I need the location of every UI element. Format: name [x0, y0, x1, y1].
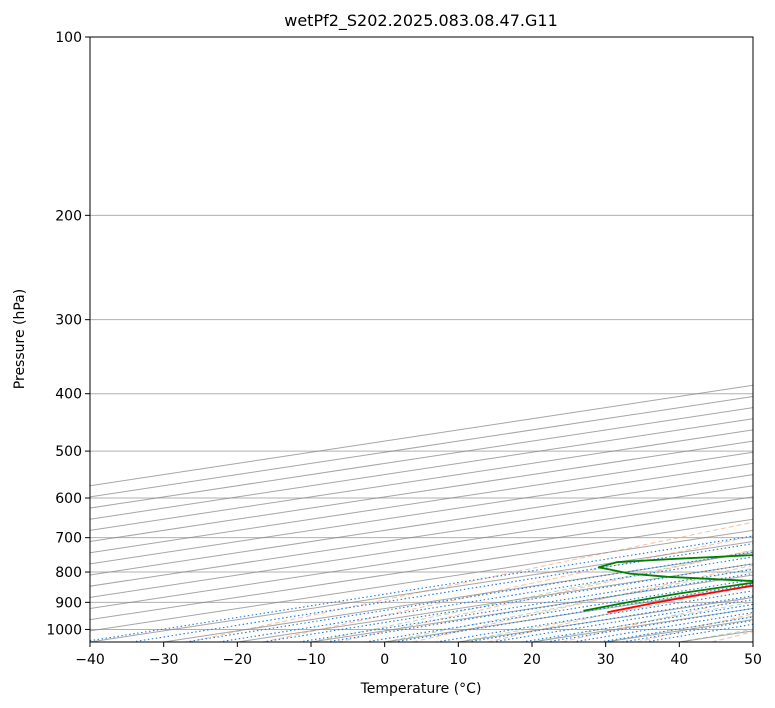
isotherm [679, 630, 753, 642]
mixing-ratio-line [326, 572, 753, 642]
y-tick-label: 900 [55, 595, 82, 611]
mixing-ratio-line [299, 568, 753, 642]
x-tick-label: 40 [670, 652, 688, 668]
x-tick-label: 30 [597, 652, 615, 668]
isotherm [90, 462, 753, 565]
isotherm [90, 474, 753, 576]
moist-adiabat [310, 549, 753, 642]
moist-adiabat [384, 567, 753, 642]
profile-curves [583, 554, 753, 614]
x-tick-label: −30 [149, 652, 179, 668]
x-tick-label: −10 [296, 652, 326, 668]
isotherm [90, 507, 753, 610]
mixing-ratio-line [262, 563, 753, 642]
x-tick-label: 20 [523, 652, 541, 668]
isotherm [90, 451, 753, 554]
background-grid [90, 37, 753, 642]
dry-adiabat [562, 596, 753, 642]
y-axis-ticks: 100 200 300 400 500 600 700 800 900 1000 [46, 30, 90, 638]
x-axis-ticks: −40 −30 −20 −10 0 10 20 30 40 50 [75, 642, 762, 668]
moist-adiabat [458, 585, 753, 642]
chart-title: wetPf2_S202.2025.083.08.47.G11 [284, 11, 558, 31]
y-tick-label: 400 [55, 387, 82, 403]
y-tick-label: 600 [55, 491, 82, 507]
plot-frame [89, 36, 754, 643]
x-tick-label: 0 [380, 652, 389, 668]
isotherm [752, 641, 753, 642]
y-tick-label: 1000 [46, 622, 82, 638]
mixing-ratio-line [131, 543, 753, 642]
dry-adiabat [711, 631, 753, 642]
mixing-ratio-line [645, 623, 753, 642]
y-tick-label: 200 [55, 208, 82, 224]
x-tick-label: −40 [75, 652, 105, 668]
dry-adiabat [487, 580, 753, 642]
mixing-ratio-line [467, 595, 753, 642]
mixing-ratio-line [218, 556, 753, 642]
mixing-ratio-line [90, 535, 753, 642]
isotherm [90, 518, 753, 621]
mixing-ratio-line [572, 612, 753, 642]
isotherm [90, 529, 753, 632]
isotherm [90, 440, 753, 543]
x-tick-label: 10 [449, 652, 467, 668]
y-tick-label: 300 [55, 313, 82, 329]
dewpoint-line [583, 554, 753, 612]
x-axis-label: Temperature (°C) [360, 681, 482, 697]
y-axis-label: Pressure (hPa) [12, 289, 28, 389]
x-tick-label: −20 [223, 652, 253, 668]
dry-adiabat [263, 535, 753, 642]
dry-adiabat [338, 549, 753, 642]
mixing-ratio-line [546, 607, 753, 642]
y-tick-label: 500 [55, 444, 82, 460]
x-tick-label: 50 [744, 652, 762, 668]
isotherm [90, 541, 753, 642]
y-tick-label: 700 [55, 531, 82, 547]
mixing-ratio-line [599, 616, 753, 642]
isotherm [90, 485, 753, 587]
y-tick-label: 100 [55, 30, 82, 46]
y-tick-label: 800 [55, 565, 82, 581]
isotherm [384, 585, 753, 642]
moist-adiabat [531, 601, 753, 642]
isotherm [90, 496, 753, 598]
isotherm [531, 608, 753, 642]
